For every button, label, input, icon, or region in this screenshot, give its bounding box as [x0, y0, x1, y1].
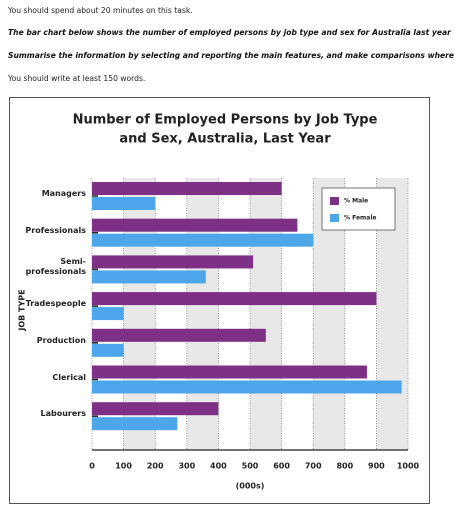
bar — [92, 182, 282, 195]
category-label: Managers — [41, 189, 86, 198]
x-tick-label: 1000 — [397, 462, 420, 471]
legend-box — [321, 187, 396, 231]
bar — [92, 233, 314, 247]
x-tick-label: 200 — [147, 462, 164, 471]
bar — [92, 402, 219, 416]
instruction-task: The bar chart below shows the number of … — [8, 28, 451, 37]
x-axis-label: (000s) — [236, 482, 265, 491]
bar — [92, 417, 178, 431]
category-label: Tradespeople — [25, 299, 86, 309]
instruction-words: You should write at least 150 words. — [8, 74, 146, 83]
x-tick-label: 900 — [368, 462, 385, 471]
bar — [92, 218, 298, 232]
x-tick-label: 500 — [242, 462, 259, 471]
x-tick-label: 100 — [115, 462, 132, 471]
bar — [92, 270, 206, 284]
bar — [92, 365, 367, 379]
category-label: Production — [36, 335, 86, 345]
instruction-time: You should spend about 20 minutes on thi… — [8, 6, 193, 15]
x-tick-label: 800 — [336, 462, 353, 471]
bar — [92, 343, 124, 357]
category-label: Semi-professionals — [25, 257, 86, 277]
x-tick-label: 700 — [305, 462, 322, 471]
legend-swatch — [330, 214, 339, 222]
bar — [92, 292, 377, 306]
instruction-summary: Summarise the information by selecting a… — [8, 51, 455, 60]
bar — [92, 255, 254, 269]
category-label: Professionals — [25, 225, 86, 235]
x-tick-label: 400 — [210, 462, 227, 471]
category-label: Clerical — [52, 372, 86, 382]
x-tick-label: 600 — [273, 462, 290, 471]
bar — [92, 380, 402, 394]
legend-label: % Female — [344, 215, 376, 222]
chart-title: Number of Employed Persons by Job Type — [73, 113, 378, 128]
category-label: Labourers — [40, 409, 87, 419]
x-tick-label: 0 — [89, 462, 95, 471]
bar — [92, 197, 156, 210]
legend-swatch — [330, 197, 339, 205]
chart-title: and Sex, Australia, Last Year — [119, 132, 331, 147]
legend-label: % Male — [344, 198, 368, 205]
bar — [92, 307, 124, 321]
y-axis-label: JOB TYPE — [18, 289, 27, 331]
bar — [92, 328, 266, 342]
x-tick-label: 300 — [178, 462, 195, 471]
